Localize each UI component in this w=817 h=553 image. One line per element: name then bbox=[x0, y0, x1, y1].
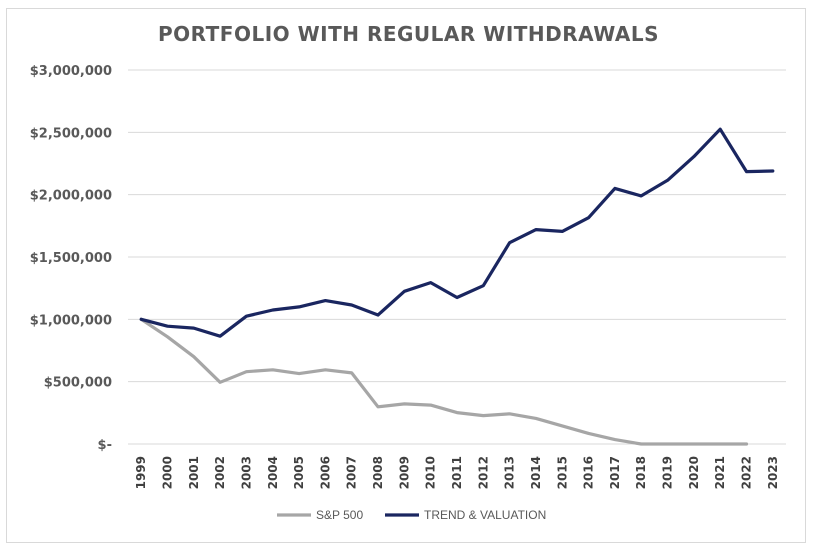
legend: S&P 500 TREND & VALUATION bbox=[277, 508, 546, 522]
x-tick-label: 2013 bbox=[503, 456, 517, 489]
x-tick-label: 2010 bbox=[424, 456, 438, 489]
chart-title: PORTFOLIO WITH REGULAR WITHDRAWALS bbox=[157, 22, 660, 46]
legend-label: S&P 500 bbox=[316, 508, 363, 522]
series-lines bbox=[139, 127, 775, 446]
x-tick-label: 2020 bbox=[687, 456, 701, 489]
x-tick-label: 2017 bbox=[608, 456, 622, 489]
chart-frame bbox=[6, 8, 806, 543]
x-tick-label: 2002 bbox=[213, 456, 227, 489]
y-tick-label: $3,000,000 bbox=[30, 64, 112, 79]
x-tick-label: 2006 bbox=[318, 456, 332, 489]
y-tick-label: $- bbox=[98, 438, 112, 453]
x-axis-ticks: 1999 2000 2001 2002 2003 2004 2005 2006 2007 2008… bbox=[134, 456, 780, 489]
x-tick-label: 2014 bbox=[529, 456, 543, 489]
x-tick-label: 2023 bbox=[766, 456, 780, 489]
x-tick-label: 2005 bbox=[292, 456, 306, 489]
legend-label: TREND & VALUATION bbox=[424, 508, 546, 522]
x-tick-label: 2003 bbox=[239, 456, 253, 489]
x-tick-label: 2022 bbox=[740, 456, 754, 489]
y-tick-label: $1,000,000 bbox=[30, 313, 112, 328]
x-tick-label: 2001 bbox=[187, 456, 201, 489]
y-tick-label: $2,500,000 bbox=[30, 126, 112, 141]
series-line-sp500 bbox=[139, 317, 749, 446]
x-tick-label: 2007 bbox=[345, 456, 359, 489]
x-tick-label: 2018 bbox=[634, 456, 648, 489]
x-tick-label: 2011 bbox=[450, 456, 464, 489]
series-line-trend-valuation bbox=[139, 127, 775, 338]
y-tick-label: $500,000 bbox=[44, 376, 112, 391]
x-tick-label: 2019 bbox=[661, 456, 675, 489]
x-tick-label: 2015 bbox=[555, 456, 569, 489]
x-tick-label: 2000 bbox=[160, 456, 174, 489]
y-axis-ticks: $3,000,000 $2,500,000 $2,000,000 $1,500,000… bbox=[30, 64, 112, 453]
x-tick-label: 2016 bbox=[582, 456, 596, 489]
y-tick-label: $1,500,000 bbox=[30, 251, 112, 266]
x-tick-label: 2009 bbox=[397, 456, 411, 489]
x-tick-label: 2012 bbox=[476, 456, 490, 489]
x-tick-label: 2008 bbox=[371, 456, 385, 489]
grid-lines bbox=[128, 69, 786, 445]
x-tick-label: 2004 bbox=[266, 456, 280, 489]
x-tick-label: 1999 bbox=[134, 456, 148, 489]
x-tick-label: 2021 bbox=[713, 456, 727, 489]
y-tick-label: $2,000,000 bbox=[30, 189, 112, 204]
